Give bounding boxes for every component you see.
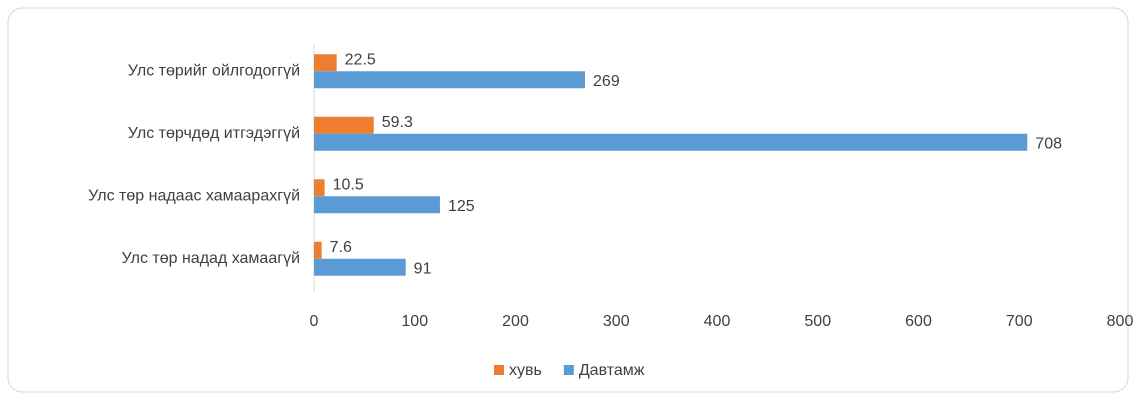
x-tick-label: 700 — [1006, 313, 1033, 330]
data-label: 22.5 — [345, 51, 376, 68]
y-tick-label: Улс төр надад хамаагүй — [122, 250, 300, 267]
y-tick-label: Улс төрийг ойлгодоггүй — [128, 62, 300, 79]
bar — [314, 71, 586, 89]
chart-frame — [7, 7, 1129, 393]
x-tick-label: 100 — [401, 313, 428, 330]
y-tick-label: Улс төрчдөд итгэдэггүй — [128, 125, 300, 142]
x-tick-label: 400 — [704, 313, 731, 330]
x-tick-label: 500 — [804, 313, 831, 330]
bar — [314, 116, 374, 134]
data-label: 7.6 — [330, 239, 352, 256]
x-tick-label: 0 — [310, 313, 319, 330]
x-tick-label: 200 — [502, 313, 529, 330]
data-label: 59.3 — [382, 114, 413, 131]
legend-swatch — [563, 365, 574, 375]
legend-label: Давтамж — [579, 362, 645, 379]
x-tick-label: 800 — [1107, 313, 1134, 330]
bar — [314, 54, 337, 72]
data-label: 125 — [448, 198, 475, 215]
data-label: 91 — [414, 260, 432, 277]
y-tick-label: Улс төр надаас хамаарахгүй — [88, 187, 300, 204]
x-tick-label: 600 — [905, 313, 932, 330]
bar — [314, 258, 406, 276]
data-label: 269 — [593, 73, 620, 90]
x-tick-label: 300 — [603, 313, 630, 330]
bar — [314, 179, 325, 197]
bar — [314, 196, 440, 214]
legend-swatch — [494, 365, 504, 375]
data-label: 708 — [1035, 135, 1062, 152]
data-label: 10.5 — [333, 176, 364, 193]
legend-label: хувь — [509, 362, 542, 379]
bar — [314, 133, 1028, 151]
bar — [314, 241, 322, 259]
